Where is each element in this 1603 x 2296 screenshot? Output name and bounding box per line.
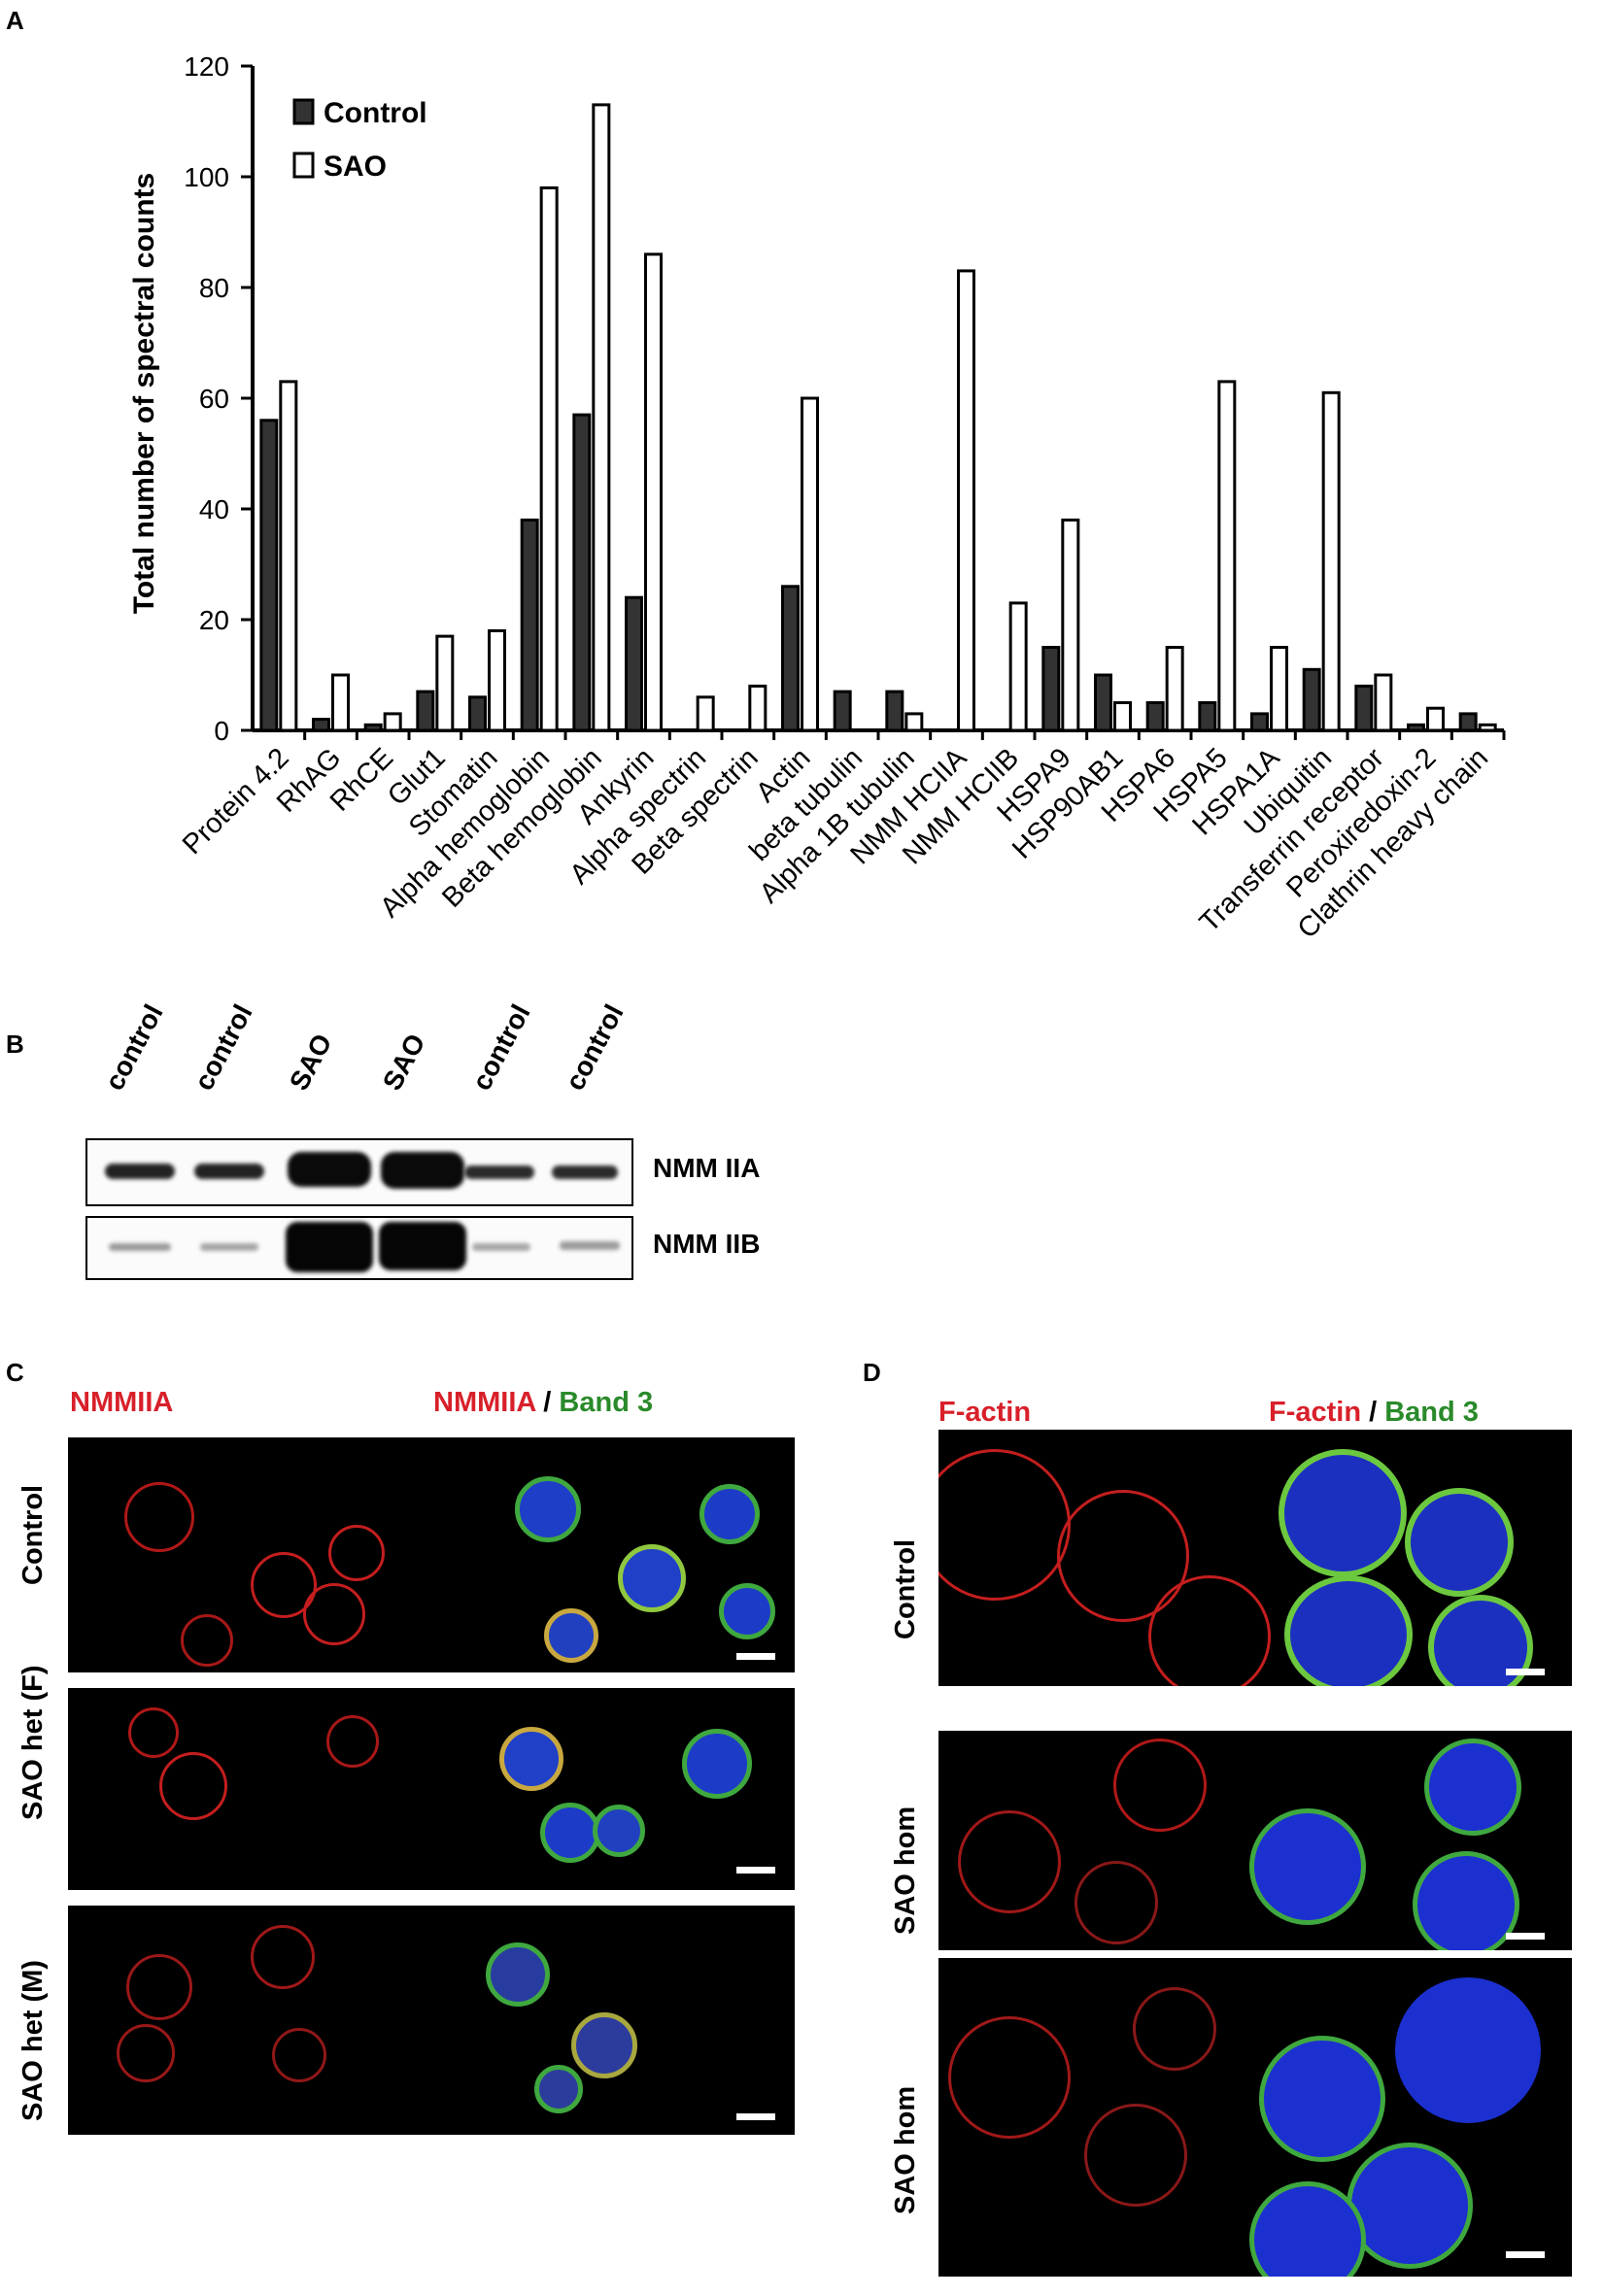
micrograph-d-sao-hom-1 [938,1731,1572,1950]
micrograph-d-control [938,1430,1572,1686]
scale-bar [1506,1669,1545,1675]
scale-bar [1506,2251,1545,2258]
bar-sao [1113,701,1132,732]
legend-swatch-control [292,98,315,125]
bar-control [1041,646,1061,732]
y-tick-label: 100 [184,162,229,192]
panel-c-row-label: SAO het (F) [17,1665,49,1821]
bar-sao [904,712,924,732]
bar-sao [435,634,455,732]
merge-red-label: F-actin [1269,1397,1362,1428]
blot-row-label-nmm-iia: NMM IIA [653,1153,761,1183]
panel-c-row-label: SAO het (M) [17,1960,49,2121]
merge-separator: / [535,1387,560,1418]
bar-control [781,585,800,732]
bar-control [1407,723,1425,732]
bar-control [1458,712,1478,732]
bar-control [1302,667,1321,732]
spectral-counts-bar-chart: Total number of spectral counts 0 20 40 60 8… [128,51,1506,945]
panel-label-a: A [6,6,24,35]
bar-control [1198,701,1217,732]
bar-control [520,518,539,732]
merge-green-label: Band 3 [1384,1397,1479,1428]
bar-sao [1270,646,1288,732]
bar-control [1250,712,1269,732]
blot-strip-nmm-iib [85,1216,633,1280]
merge-green-label: Band 3 [559,1387,654,1418]
y-axis-label: Total number of spectral counts [128,173,160,615]
panel-d-row-label: Control [890,1538,921,1639]
bar-sao [1061,518,1080,732]
bar-sao [383,712,402,732]
panel-d-row-label: SAO hom [890,1806,921,1935]
panel-d-merge-header: F-actin / Band 3 [1269,1397,1479,1429]
bar-sao [331,673,350,732]
scale-bar [736,2113,775,2120]
bar-control [363,723,383,732]
bar-sao [1426,706,1445,732]
panel-label-d: D [863,1358,881,1387]
panel-c-merge-header: NMMIIA / Band 3 [433,1387,653,1419]
y-tick-label: 0 [214,716,229,746]
bar-sao [801,396,819,732]
bar-sao [279,380,298,732]
bar-control [1354,684,1374,732]
bar-control [885,690,904,732]
y-tick-label: 60 [199,384,229,414]
bar-control [468,695,487,732]
y-tick-label: 80 [199,273,229,303]
micrograph-c-sao-het-f [68,1688,795,1890]
bar-control [1094,673,1112,732]
bar-sao [1217,380,1237,732]
panel-label-c: C [6,1358,24,1387]
bar-sao [957,269,975,732]
bar-control [416,690,435,732]
bar-sao [748,684,767,732]
bar-sao [1321,390,1341,732]
y-tick-label: 20 [199,605,229,635]
bar-control [625,595,643,732]
bar-sao [539,186,559,732]
blot-lane-label: SAO [376,1029,431,1096]
panel-c-single-channel-header: NMMIIA [70,1387,174,1418]
bar-sao [1165,646,1184,732]
micrograph-c-sao-het-m [68,1906,795,2135]
bar-sao [696,695,715,732]
chart-legend: Control SAO [292,97,427,183]
merge-red-label: NMMIIA [433,1387,536,1418]
panel-d-single-channel-header: F-actin [938,1397,1032,1428]
bar-control [312,718,330,732]
legend-swatch-sao [292,152,315,179]
bar-sao [644,253,663,732]
blot-row-label-nmm-iib: NMM IIB [653,1229,761,1259]
bar-sao [1008,601,1028,732]
bar-sao [1478,723,1497,732]
micrograph-d-sao-hom-2 [938,1958,1572,2277]
bar-control [833,690,852,732]
micrograph-c-control [68,1437,795,1672]
bar-sao [592,103,611,732]
bar-sao [488,628,506,732]
bar-control [1145,701,1165,732]
scale-bar [1506,1933,1545,1940]
legend-label-sao: SAO [324,151,387,183]
panel-label-b: B [6,1030,24,1059]
panel-d-row-label: SAO hom [890,2085,921,2214]
blot-strip-nmm-iia [85,1138,633,1206]
panel-c-row-label: Control [17,1484,49,1585]
blot-lane-label: SAO [283,1029,338,1096]
y-tick-label: 120 [184,51,229,82]
scale-bar [736,1867,775,1874]
bar-control [259,419,279,732]
merge-separator: / [1361,1397,1385,1428]
bar-control [572,413,592,732]
bar-sao [1374,673,1393,732]
y-tick-label: 40 [199,494,229,524]
scale-bar [736,1653,775,1660]
legend-label-control: Control [324,97,427,129]
